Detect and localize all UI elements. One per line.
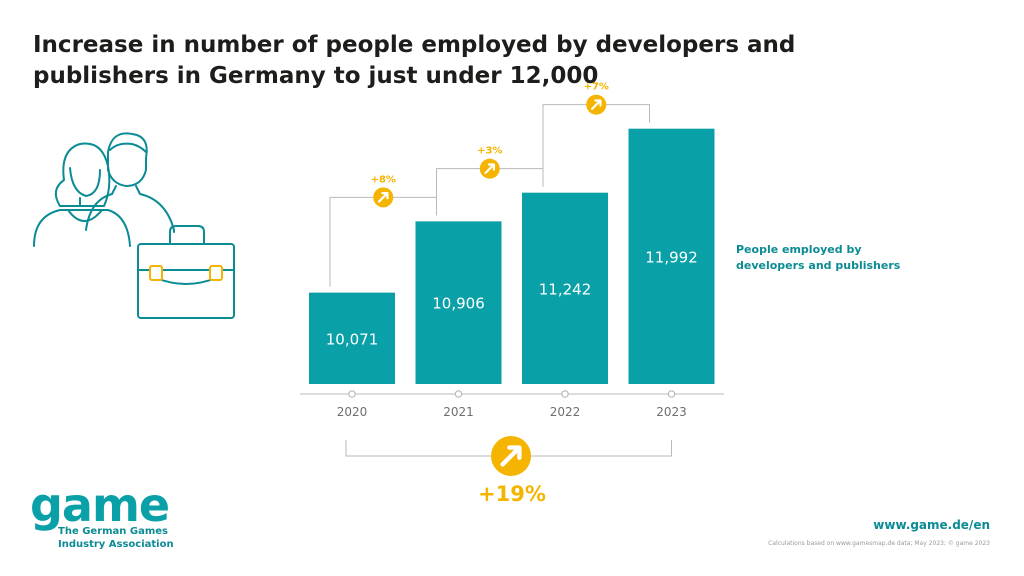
bar-2022: [522, 192, 608, 384]
x-tick-label: 2022: [550, 405, 581, 419]
arrow-up-right-icon: [491, 436, 531, 476]
bar-2020: [309, 292, 395, 384]
total-change-label: +19%: [478, 482, 546, 506]
x-tick-label: 2021: [443, 405, 474, 419]
x-tick: [454, 390, 463, 398]
x-tick-label: 2020: [337, 405, 368, 419]
arrow-up-right-icon: [373, 187, 394, 208]
website-link[interactable]: www.game.de/en: [873, 518, 990, 532]
arrow-up-right-icon: [479, 158, 500, 179]
people-briefcase-icon: [33, 132, 235, 319]
game-logo: game: [30, 478, 170, 532]
legend-line-1: People employed by: [736, 243, 862, 256]
chart-title: Increase in number of people employed by…: [33, 32, 796, 89]
x-tick: [561, 390, 569, 398]
logo-subtitle-line-2: Industry Association: [58, 539, 174, 550]
x-tick: [667, 390, 676, 398]
x-tick-label: 2023: [656, 405, 687, 419]
legend-line-2: developers and publishers: [736, 259, 901, 272]
bar-value-label: 10,071: [326, 330, 379, 348]
bar-value-label: 11,242: [539, 280, 592, 298]
bar-value-label: 11,992: [645, 248, 698, 266]
logo-subtitle: The German Games Industry Association: [58, 525, 174, 551]
change-label: +7%: [584, 82, 609, 93]
x-tick: [348, 390, 356, 398]
arrow-up-right-icon: [586, 94, 607, 115]
logo-subtitle-line-1: The German Games: [58, 526, 169, 537]
source-note: Calculations based on www.gamesmap.de da…: [768, 540, 990, 547]
bar-value-label: 10,906: [432, 295, 485, 313]
change-label: +8%: [371, 174, 396, 185]
bar-2021: [415, 221, 502, 384]
change-label: +3%: [477, 146, 502, 157]
bar-2023: [628, 128, 715, 384]
